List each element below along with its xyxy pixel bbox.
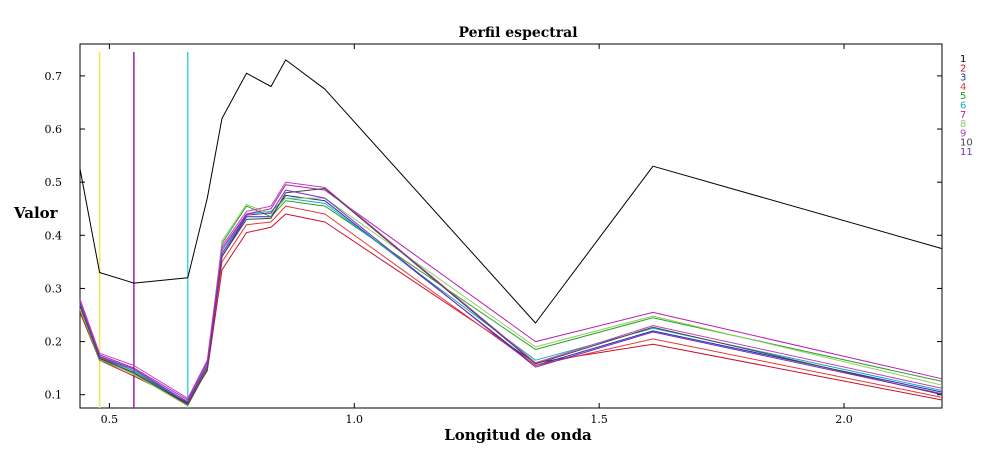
x-tick-label: 2.0	[835, 413, 853, 426]
series-line-10	[79, 188, 943, 406]
series-line-1	[79, 59, 943, 324]
legend-item-9: 9	[960, 128, 966, 139]
series-line-5	[79, 200, 943, 406]
legend-item-11: 11	[960, 147, 973, 158]
legend-item-4: 4	[960, 82, 966, 93]
x-axis-title: Longitud de onda	[444, 426, 592, 444]
series-line-9	[79, 181, 943, 399]
y-axis-title: Valor	[13, 204, 59, 222]
series-line-2	[79, 213, 943, 404]
axis-ticks: 0.1 0.2 0.3 0.4 0.5 0.6 0.7 0.5 1.0 1.5 2.0	[45, 44, 942, 426]
y-tick-label: 0.4	[45, 229, 63, 242]
legend-item-7: 7	[960, 110, 966, 121]
y-tick-label: 0.3	[45, 282, 63, 295]
legend-item-1: 1	[960, 54, 966, 65]
legend-item-2: 2	[960, 63, 966, 74]
y-tick-label: 0.5	[45, 176, 63, 189]
legend-item-10: 10	[960, 138, 973, 149]
series-line-7	[79, 184, 943, 401]
y-tick-label: 0.7	[45, 70, 63, 83]
series-line-8	[79, 197, 943, 407]
y-tick-label: 0.2	[45, 336, 63, 349]
series-line-3	[79, 194, 943, 405]
x-tick-label: 1.5	[590, 413, 608, 426]
chart-title: Perfil espectral	[458, 25, 577, 41]
legend-item-6: 6	[960, 101, 966, 112]
y-tick-label: 0.6	[45, 123, 63, 136]
legend-item-8: 8	[960, 119, 966, 130]
y-tick-label: 0.1	[45, 389, 63, 402]
x-tick-label: 1.0	[346, 413, 364, 426]
x-tick-label: 0.5	[101, 413, 119, 426]
series-lines	[79, 59, 943, 407]
legend-item-3: 3	[960, 73, 966, 84]
vertical-markers	[98, 52, 189, 408]
plot-frame	[79, 43, 943, 409]
series-line-11	[79, 189, 943, 403]
legend-item-5: 5	[960, 91, 966, 102]
